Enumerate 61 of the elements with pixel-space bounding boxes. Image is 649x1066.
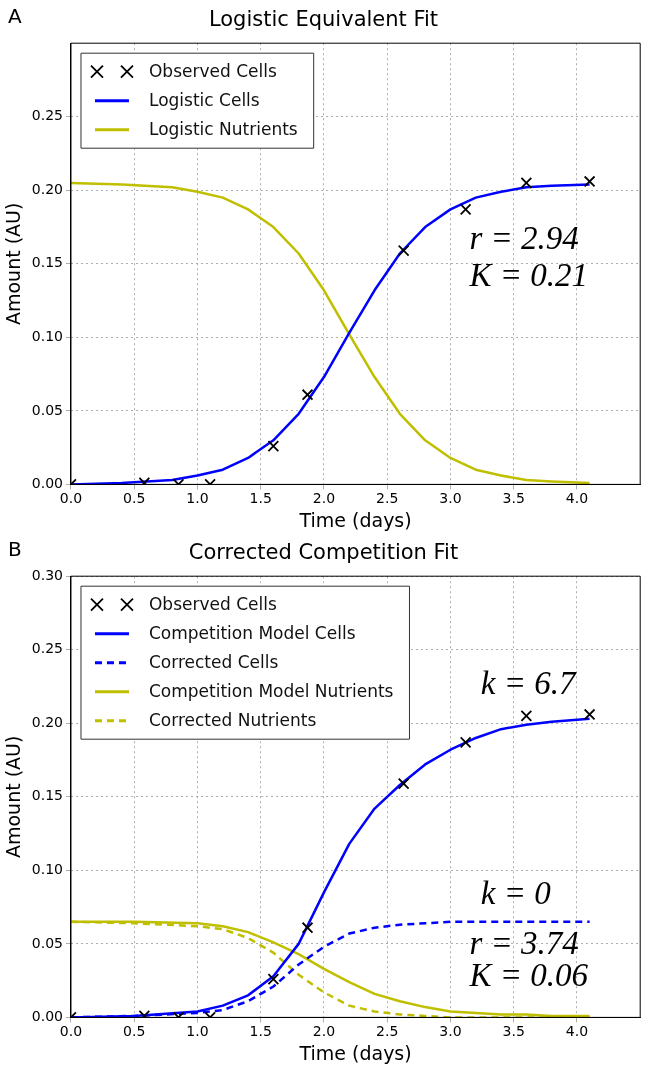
point [397, 777, 410, 790]
x-tick-label: 1.5 [249, 490, 272, 507]
x-tick-label: 1.0 [186, 1023, 209, 1040]
x-tick-label: 3.5 [502, 490, 525, 507]
point [397, 244, 410, 257]
x-tick-label: 0.0 [59, 1023, 83, 1040]
x-tick-label: 2.0 [312, 490, 336, 507]
y-tick-label: 0.25 [31, 107, 63, 124]
legend-label: Competition Model Nutrients [148, 681, 394, 702]
y-tick-label: 0.20 [31, 713, 63, 730]
y-tick-label: 0.00 [31, 1008, 63, 1025]
legend-label: Logistic Nutrients [148, 119, 298, 140]
point [583, 175, 596, 188]
text: B [8, 537, 22, 562]
point [459, 203, 472, 216]
point [301, 388, 314, 401]
legend-label: Corrected Nutrients [148, 710, 317, 731]
x-tick-label: 2.5 [376, 1023, 399, 1040]
x-tick-label: 0.0 [59, 490, 83, 507]
x-tick-label: 4.0 [565, 490, 589, 507]
y-tick-label: 0.15 [31, 254, 63, 271]
y-tick-label: 0.00 [31, 475, 63, 492]
legend-label: Corrected Cells [148, 652, 279, 673]
y-tick-label: 0.10 [31, 327, 63, 344]
point [301, 921, 314, 934]
legend-label: Logistic Cells [148, 90, 260, 111]
legend-label: Competition Model Cells [148, 623, 356, 644]
x-tick-label: 2.5 [376, 490, 399, 507]
legend-label: Observed Cells [148, 594, 277, 615]
point [520, 177, 533, 189]
y-tick-label: 0.30 [31, 566, 63, 583]
text: A [8, 4, 22, 29]
y-tick-label: 0.15 [31, 787, 63, 804]
x-tick-label: 3.0 [439, 1023, 462, 1040]
legend-label: Observed Cells [148, 61, 277, 82]
x-tick-label: 1.5 [249, 1023, 272, 1040]
x-tick-label: 3.0 [439, 490, 462, 507]
point [459, 736, 472, 749]
x-tick-label: 2.0 [312, 1023, 336, 1040]
x-tick-label: 0.5 [123, 1023, 146, 1040]
annotation: k = 0 [480, 874, 552, 911]
x-tick-label: 1.0 [186, 490, 209, 507]
annotation: k = 6.7 [480, 664, 577, 701]
y-axis-title: Amount (AU) [2, 202, 25, 326]
y-tick-label: 0.05 [31, 401, 63, 418]
x-axis-title: Time (days) [298, 1041, 412, 1064]
annotation: r = 2.94 [469, 220, 579, 257]
x-tick-label: 0.5 [123, 490, 146, 507]
point [583, 708, 596, 721]
annotation: K = 0.21 [468, 256, 588, 293]
y-tick-label: 0.20 [31, 180, 63, 197]
chart-title: Logistic Equivalent Fit [208, 7, 439, 32]
y-tick-label: 0.10 [31, 860, 63, 877]
x-axis-title: Time (days) [298, 508, 412, 531]
y-tick-label: 0.05 [31, 934, 63, 951]
chart-title: Corrected Competition Fit [188, 540, 459, 565]
y-tick-label: 0.25 [31, 640, 63, 657]
y-axis-title: Amount (AU) [2, 735, 25, 859]
x-tick-label: 4.0 [565, 1023, 589, 1040]
point [520, 710, 533, 722]
x-tick-label: 3.5 [502, 1023, 525, 1040]
